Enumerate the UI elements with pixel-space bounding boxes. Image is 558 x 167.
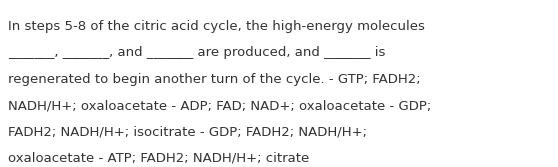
Text: In steps 5-8 of the citric acid cycle, the high-energy molecules: In steps 5-8 of the citric acid cycle, t… xyxy=(8,20,425,33)
Text: NADH/H+; oxaloacetate - ADP; FAD; NAD+; oxaloacetate - GDP;: NADH/H+; oxaloacetate - ADP; FAD; NAD+; … xyxy=(8,99,432,112)
Text: _______, _______, and _______ are produced, and _______ is: _______, _______, and _______ are produc… xyxy=(8,46,386,59)
Text: regenerated to begin another turn of the cycle. - GTP; FADH2;: regenerated to begin another turn of the… xyxy=(8,73,421,86)
Text: oxaloacetate - ATP; FADH2; NADH/H+; citrate: oxaloacetate - ATP; FADH2; NADH/H+; citr… xyxy=(8,152,310,165)
Text: FADH2; NADH/H+; isocitrate - GDP; FADH2; NADH/H+;: FADH2; NADH/H+; isocitrate - GDP; FADH2;… xyxy=(8,126,367,139)
